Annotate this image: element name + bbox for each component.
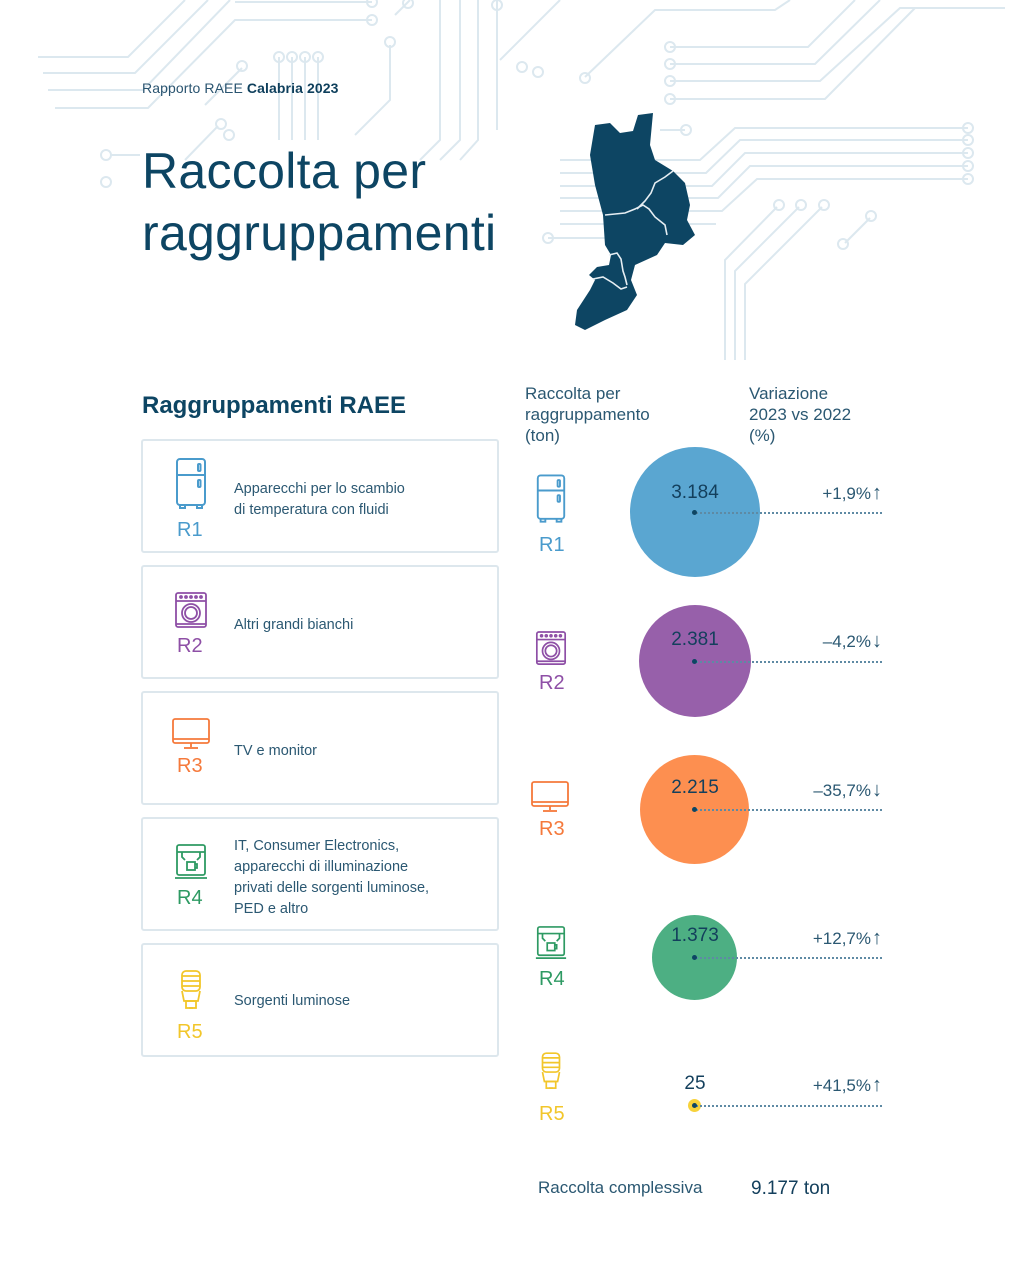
chart-row-r4: R4 1.373 +12,7%↑: [520, 900, 900, 1020]
legend-cards: R1 Apparecchi per lo scambio di temperat…: [141, 439, 499, 1069]
leader-line: [696, 661, 882, 663]
legend-card-r1: R1 Apparecchi per lo scambio di temperat…: [141, 439, 499, 553]
chart-row-r2: R2 2.381 –4,2%↓: [520, 600, 900, 730]
center-dot: [692, 807, 697, 812]
legend-card-r4: R4 IT, Consumer Electronics, apparecchi …: [141, 817, 499, 931]
legend-card-r5: R5 Sorgenti luminose: [141, 943, 499, 1057]
center-dot: [692, 1103, 697, 1108]
light-bulb-icon: [541, 1052, 561, 1089]
legend-code: R5: [177, 1021, 203, 1043]
arrow-down-icon: ↓: [872, 630, 882, 652]
legend-code: R2: [177, 635, 203, 657]
leader-line: [696, 809, 882, 811]
kicker-regular: Rapporto RAEE: [142, 80, 243, 96]
chart-row-r3: R3 2.215 –35,7%↓: [520, 750, 900, 880]
light-bulb-icon: [181, 970, 201, 1009]
legend-desc: Altri grandi bianchi: [234, 617, 354, 633]
fridge-icon: [176, 458, 206, 509]
kicker-bold: Calabria 2023: [246, 80, 339, 96]
legend-code: R1: [177, 519, 203, 541]
variation-column-header: Variazione 2023 vs 2022 (%): [749, 384, 852, 445]
arrow-up-icon: ↑: [872, 482, 882, 504]
tv-monitor-icon: [531, 781, 569, 812]
chart-row-r5: R5 25 +41,5%↑: [520, 1045, 900, 1135]
row-delta: –35,7%↓: [813, 779, 882, 801]
coffee-machine-icon: [175, 844, 207, 879]
row-value: 1.373: [671, 925, 719, 946]
page-title: Raccolta per raggruppamenti: [142, 140, 496, 264]
coffee-machine-icon: [535, 926, 567, 959]
collection-column-header: Raccolta per raggruppamento (ton): [525, 384, 650, 445]
washing-machine-icon: [175, 592, 207, 628]
row-code: R2: [539, 672, 565, 694]
row-delta: –4,2%↓: [822, 630, 882, 652]
row-value: 2.215: [671, 777, 719, 798]
arrow-up-icon: ↑: [872, 1074, 882, 1096]
tv-monitor-icon: [172, 718, 210, 749]
total-label: Raccolta complessiva: [538, 1178, 703, 1197]
arrow-up-icon: ↑: [872, 927, 882, 949]
row-delta: +1,9%↑: [822, 482, 882, 504]
legend-card-r2: R2 Altri grandi bianchi: [141, 565, 499, 679]
legend-desc: Apparecchi per lo scambio di temperatura…: [234, 481, 405, 518]
arrow-down-icon: ↓: [872, 779, 882, 801]
report-kicker: Rapporto RAEE Calabria 2023: [142, 80, 339, 96]
row-value: 2.381: [671, 629, 719, 650]
center-dot: [692, 659, 697, 664]
legend-code: R4: [177, 887, 203, 909]
legend-desc: Sorgenti luminose: [234, 993, 351, 1009]
row-code: R4: [539, 968, 565, 990]
leader-line: [696, 1105, 882, 1107]
title-line-2: raggruppamenti: [142, 205, 497, 261]
legend-title: Raggruppamenti RAEE: [142, 392, 407, 419]
row-delta: +41,5%↑: [812, 1074, 882, 1096]
title-line-1: Raccolta per: [142, 143, 427, 199]
row-value: 25: [684, 1073, 706, 1094]
row-code: R1: [539, 534, 565, 556]
row-code: R5: [539, 1103, 565, 1125]
total-value: 9.177 ton: [751, 1178, 831, 1199]
center-dot: [692, 955, 697, 960]
legend-desc: IT, Consumer Electronics, apparecchi di …: [234, 838, 430, 917]
legend-code: R3: [177, 755, 203, 777]
leader-line: [696, 957, 882, 959]
center-dot: [692, 510, 697, 515]
row-code: R3: [539, 818, 565, 840]
fridge-icon: [536, 474, 566, 523]
row-value: 3.184: [671, 482, 719, 503]
washing-machine-icon: [535, 631, 567, 665]
legend-desc: TV e monitor: [234, 743, 317, 759]
chart-row-r1: R1 3.184 +1,9%↑: [520, 447, 900, 580]
calabria-map-icon: [575, 113, 695, 330]
legend-card-r3: R3 TV e monitor: [141, 691, 499, 805]
row-delta: +12,7%↑: [812, 927, 882, 949]
leader-line: [696, 512, 882, 514]
